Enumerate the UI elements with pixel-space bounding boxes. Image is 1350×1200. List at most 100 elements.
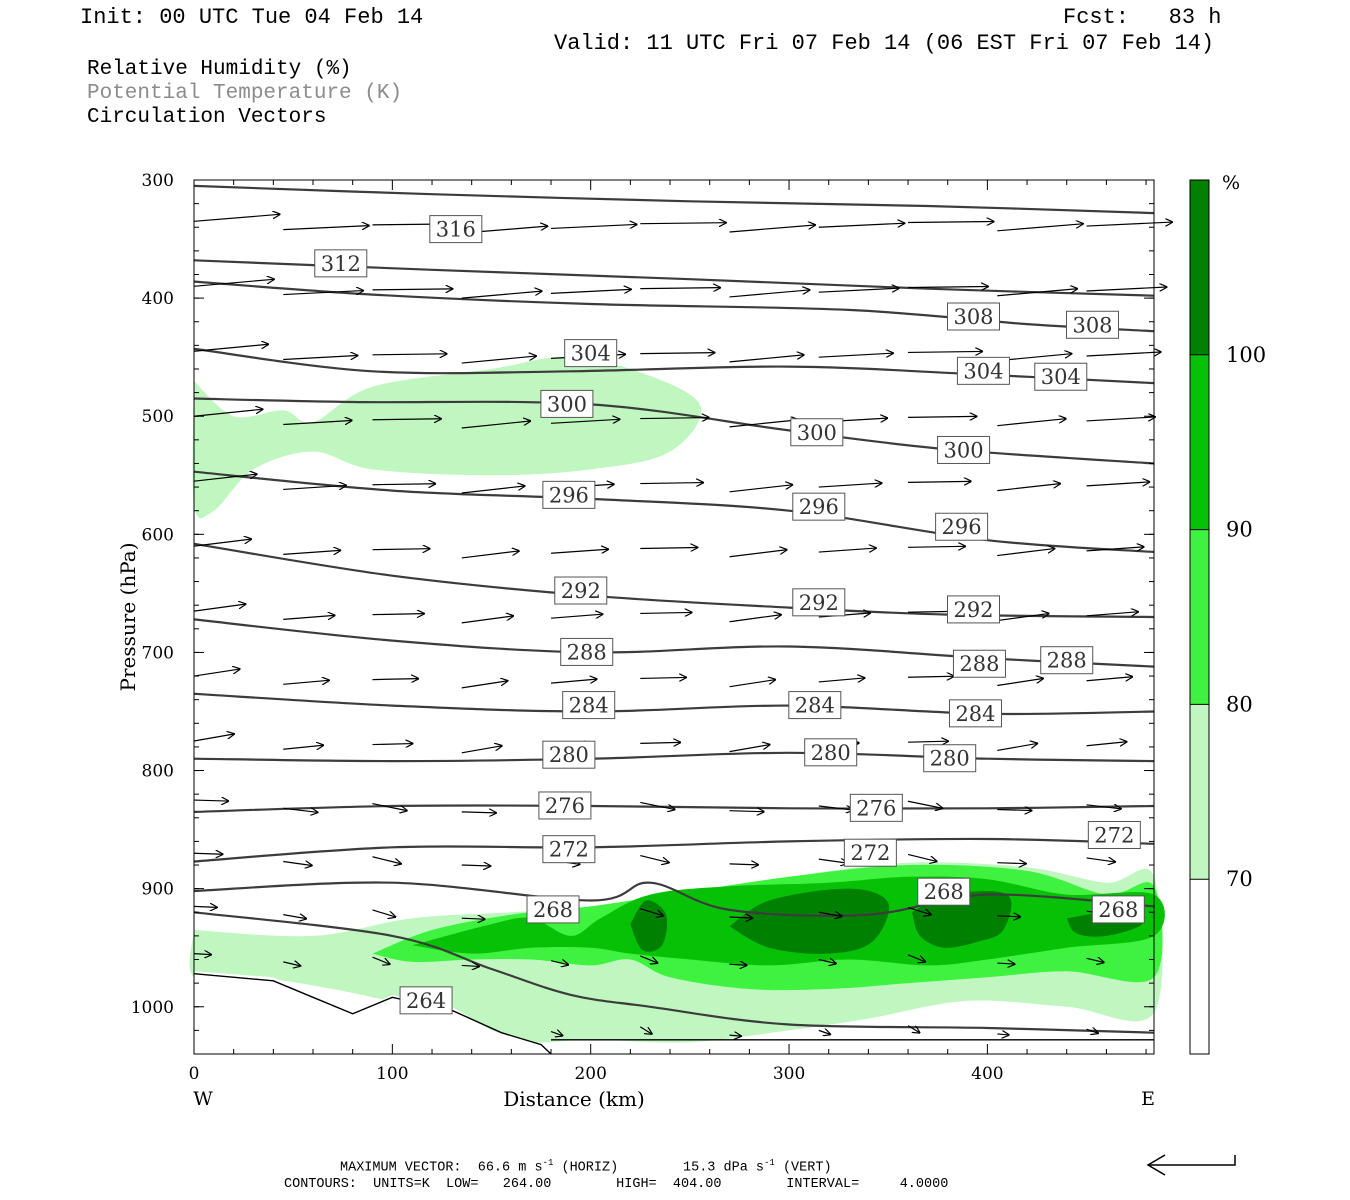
- x-axis-label: Distance (km): [503, 1087, 645, 1111]
- wind-vector: [729, 811, 764, 812]
- wind-vector: [818, 960, 836, 964]
- wind-vector: [283, 962, 300, 966]
- colorbar-segment: [1190, 354, 1209, 530]
- wind-vector: [283, 680, 329, 685]
- theta-contour-264: [193, 911, 1155, 1034]
- theta-contour-276: [193, 804, 1155, 813]
- contour-label-box-292: [792, 588, 846, 617]
- wind-vector: [818, 483, 882, 488]
- wind-vector: [997, 1034, 1008, 1035]
- rh-region-rh100: [729, 888, 890, 954]
- colorbar-label: 100: [1226, 343, 1266, 367]
- wind-vector: [818, 678, 865, 683]
- wind-vector: [372, 549, 430, 550]
- contour-label-box-296: [542, 480, 596, 509]
- colorbar-segment: [1190, 529, 1209, 705]
- valid-time: Valid: 11 UTC Fri 07 Feb 14 (06 EST Fri …: [554, 31, 1215, 56]
- wind-vector: [193, 734, 234, 742]
- colorbar-segment: [1190, 879, 1209, 1054]
- contour-label-box-276: [849, 793, 903, 822]
- wind-vector: [372, 856, 402, 864]
- colorbar-label: 90: [1226, 518, 1253, 542]
- wind-vector: [818, 548, 876, 553]
- contour-label-304: 304: [963, 359, 1003, 383]
- wind-vector: [193, 409, 262, 417]
- contour-label-264: 264: [406, 989, 446, 1013]
- contour-label-284: 284: [795, 694, 835, 718]
- field-title-theta: Potential Temperature (K): [87, 82, 403, 105]
- wind-vector: [907, 800, 942, 808]
- wind-vector: [997, 484, 1060, 492]
- wind-vector: [193, 279, 274, 287]
- wind-vector: [818, 353, 893, 358]
- wind-vector: [997, 863, 1026, 864]
- wind-vector: [461, 291, 542, 299]
- wind-vector: [907, 1025, 919, 1033]
- wind-vector: [997, 916, 1020, 917]
- wind-vector: [818, 1030, 830, 1034]
- contour-label-284: 284: [955, 702, 995, 726]
- wind-vector: [193, 906, 217, 907]
- init-time: Init: 00 UTC Tue 04 Feb 14: [80, 5, 424, 30]
- contour-label-312: 312: [321, 252, 361, 276]
- forecast-hour: Fcst: 83 h: [1063, 5, 1222, 30]
- contour-label-box-300: [540, 389, 594, 418]
- theta-contour-280: [193, 751, 1155, 763]
- wind-vector: [193, 954, 211, 955]
- contour-label-box-272: [542, 835, 596, 864]
- wind-vector: [729, 917, 753, 918]
- wind-vector: [372, 354, 447, 355]
- wind-vector: [283, 420, 351, 426]
- wind-vector: [461, 812, 496, 813]
- wind-vector: [908, 481, 971, 482]
- wind-vector: [372, 484, 436, 485]
- contour-label-box-288: [560, 637, 614, 666]
- y-tick-label: 400: [142, 289, 174, 309]
- wind-vector: [997, 549, 1054, 557]
- theta-contour-304: [193, 347, 1155, 385]
- wind-vector: [461, 681, 508, 689]
- wind-vector: [283, 485, 346, 491]
- x-tick-label: 300: [773, 1064, 805, 1084]
- contour-label-box-304: [956, 356, 1010, 385]
- wind-vector: [283, 915, 306, 919]
- contour-label-272: 272: [1094, 824, 1134, 848]
- wind-vector: [1086, 742, 1127, 746]
- contour-label-288: 288: [1047, 649, 1087, 673]
- field-title-rh: Relative Humidity (%): [87, 58, 352, 81]
- contour-info-line: CONTOURS: UNITS=K LOW= 264.00 HIGH= 404.…: [284, 1177, 949, 1192]
- wind-vector: [907, 954, 925, 962]
- wind-vector: [640, 547, 697, 548]
- y-tick-label: 700: [142, 643, 174, 663]
- contour-label-272: 272: [549, 838, 589, 862]
- wind-vector: [997, 224, 1083, 232]
- wind-vector: [640, 483, 703, 484]
- contour-label-box-288: [952, 649, 1006, 678]
- wind-vector: [461, 421, 530, 429]
- contour-label-box-316: [429, 215, 483, 244]
- contour-label-box-284: [788, 691, 842, 720]
- wind-vector: [372, 419, 441, 420]
- wind-vector: [1086, 417, 1155, 422]
- x-tick-label: 400: [971, 1064, 1003, 1084]
- wind-vector: [1086, 547, 1144, 552]
- wind-vector: [640, 908, 663, 916]
- colorbar-segment: [1190, 180, 1209, 355]
- contour-label-284: 284: [569, 694, 609, 718]
- contour-label-288: 288: [959, 652, 999, 676]
- x-end-label-east: E: [1141, 1088, 1155, 1110]
- wind-vector: [283, 356, 357, 361]
- contour-label-292: 292: [799, 591, 839, 615]
- wind-vector: [283, 861, 312, 865]
- wind-vector: [729, 864, 759, 865]
- contour-label-box-280: [804, 738, 858, 767]
- contour-label-box-268: [1091, 895, 1145, 924]
- wind-vector: [283, 226, 369, 231]
- contour-label-296: 296: [942, 515, 982, 539]
- axes: 300 400 500 600 700 800 900 1000 0 100 200 300 400 W E…: [116, 171, 1155, 1111]
- x-tick-label: 0: [189, 1064, 200, 1084]
- y-tick-label: 600: [142, 525, 174, 545]
- contour-label-box-280: [923, 744, 977, 773]
- contour-label-292: 292: [953, 598, 993, 622]
- wind-vector: [640, 677, 686, 678]
